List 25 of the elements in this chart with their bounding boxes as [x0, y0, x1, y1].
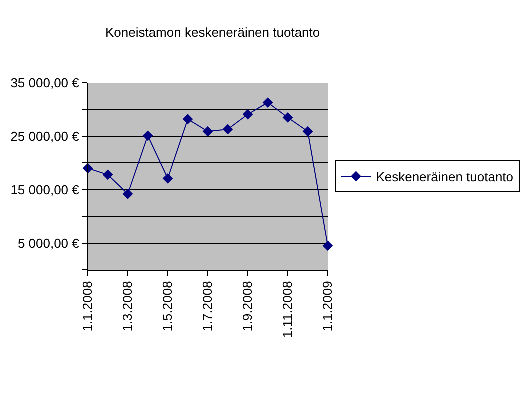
point — [242, 109, 254, 120]
y-tick-label: 25 000,00 € — [10, 128, 80, 144]
point — [182, 114, 194, 125]
x-tick-label: 1.9.2008 — [240, 281, 256, 332]
point — [322, 240, 334, 252]
y-tick-label: 15 000,00 € — [10, 182, 80, 198]
x-tick-label: 1.7.2008 — [200, 281, 216, 332]
x-tick-label: 1.5.2008 — [160, 281, 176, 332]
point — [142, 130, 154, 142]
point — [122, 188, 134, 200]
point — [202, 126, 214, 137]
x-tick-label: 1.1.2009 — [320, 281, 336, 332]
point — [302, 126, 314, 137]
chart-title: Koneistamon keskeneräinen tuotanto — [105, 24, 320, 40]
point — [262, 98, 274, 108]
point — [162, 173, 174, 184]
y-tick-label: 35 000,00 € — [10, 76, 80, 91]
point — [282, 112, 294, 123]
x-tick-label: 1.3.2008 — [120, 281, 136, 332]
point — [102, 170, 114, 180]
point — [222, 124, 234, 135]
y-tick-label: 5 000,00 € — [18, 236, 80, 251]
legend-label: Keskeneräinen tuotanto — [376, 170, 514, 185]
x-tick-label: 1.11.2008 — [280, 281, 296, 338]
x-tick-label: 1.1.2008 — [80, 281, 96, 332]
